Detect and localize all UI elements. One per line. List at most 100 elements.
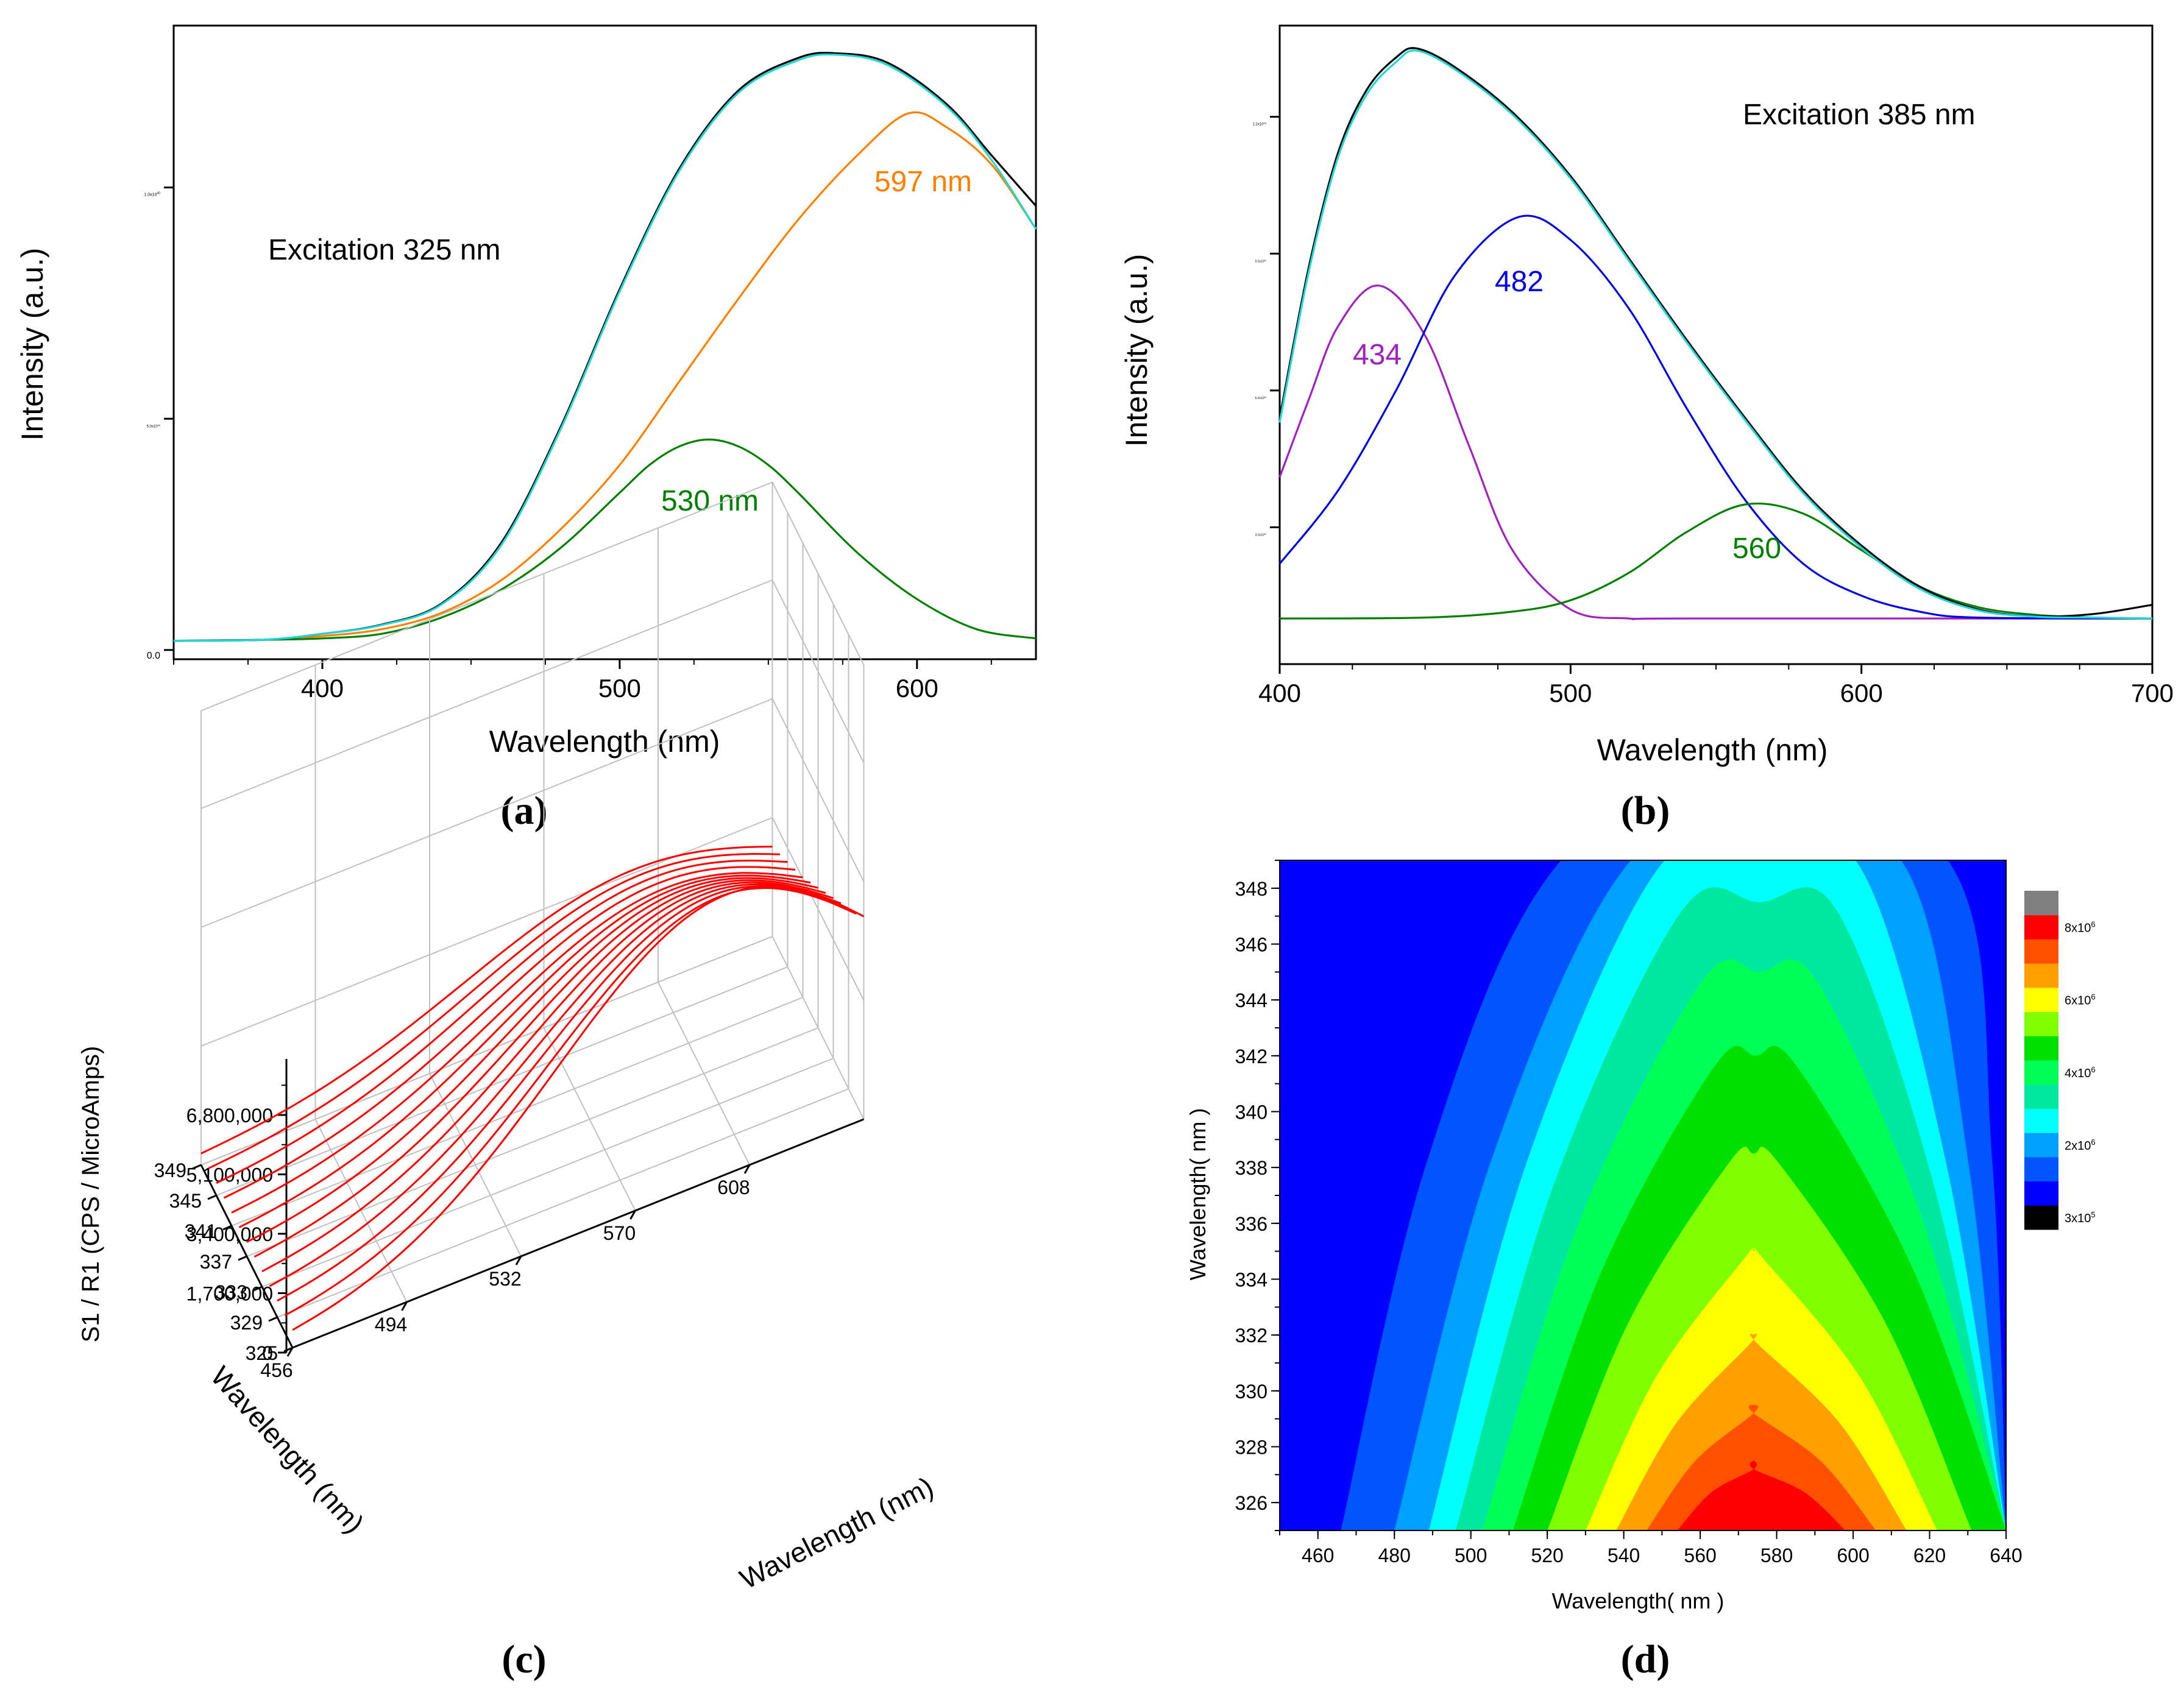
colorbar-swatch: [2024, 1156, 2058, 1182]
z-tick-label: 0: [262, 1342, 273, 1364]
chart-b-xlabel: Wavelength (nm): [1597, 733, 1828, 767]
depth-tick-label: 329: [230, 1312, 263, 1334]
y-tick-label: 0.040: [147, 651, 160, 661]
series-black-line: [173, 52, 1037, 642]
depth-tick: [283, 1346, 293, 1353]
x-tick-label: 620: [1913, 1545, 1946, 1566]
x-tick-label: 460: [1302, 1545, 1334, 1566]
waterfall-curve: [277, 885, 849, 1302]
panel-d-label: (d): [1621, 1637, 1670, 1682]
waterfall-curve: [231, 872, 803, 1214]
panel-c-label: (c): [502, 1637, 546, 1682]
x-tick-label: 400: [1258, 679, 1301, 707]
depth-tick: [268, 1316, 278, 1322]
x-tick-label: 600: [1837, 1545, 1869, 1566]
depth-tick-label: 337: [200, 1251, 232, 1273]
y-tick-label: 1.0x1040: [144, 192, 160, 197]
series-purple-line: [1278, 285, 2152, 620]
colorbar-swatch: [2024, 1108, 2058, 1133]
chart-c-xlabel: Wavelength (nm): [735, 1470, 938, 1595]
colorbar-label: 3x105: [2065, 1210, 2096, 1225]
y-tick-label: 344: [1235, 989, 1268, 1011]
x-tick-label: 520: [1531, 1545, 1563, 1566]
floor-grid-line: [261, 1058, 834, 1287]
x-tick-label: 580: [1760, 1545, 1793, 1566]
wavelength-tick: [401, 1301, 408, 1311]
waterfall-curve: [261, 881, 834, 1273]
x-tick-label: 640: [1990, 1545, 2022, 1566]
colorbar-label: 2x106: [2065, 1138, 2096, 1153]
y-tick-label: 334: [1235, 1269, 1268, 1291]
wavelength-tick: [629, 1210, 636, 1220]
series-label: 560: [1732, 533, 1781, 565]
x-tick-label: 500: [1455, 1545, 1487, 1566]
y-tick-label: 342: [1235, 1046, 1268, 1067]
depth-tick: [222, 1225, 232, 1231]
chart-b-frame: [1278, 24, 2154, 665]
series-label: 434: [1353, 339, 1402, 371]
wall-grid-line: [200, 698, 865, 928]
x-tick-label: 540: [1608, 1545, 1640, 1566]
y-tick-label: 6.0x1040: [1255, 396, 1267, 400]
y-tick-label: 1.2x1040: [1253, 122, 1267, 127]
z-tick-label: 1,700,000: [186, 1283, 273, 1305]
chart-c-depth-label: Wavelength (nm): [205, 1360, 370, 1539]
panel-b: 400 500 600 700 3.0x1040 6.0x1040 9.0x1040 1.2x…: [1119, 24, 2174, 833]
wavelength-tick-label: 456: [260, 1359, 292, 1381]
y-tick-label: 330: [1235, 1381, 1268, 1403]
depth-tick: [238, 1255, 247, 1261]
y-tick-label: 346: [1235, 934, 1268, 956]
z-tick-label: 5,100,000: [186, 1164, 273, 1186]
colorbar-swatch: [2024, 1181, 2058, 1206]
wavelength-tick-label: 608: [717, 1177, 750, 1198]
chart-b-plot-area: 400 500 600 700 3.0x1040 6.0x1040 9.0x1040 1.2x…: [1253, 24, 2174, 707]
waterfall-curve: [292, 885, 865, 1331]
wavelength-tick: [515, 1256, 522, 1265]
depth-tick-label: 349: [154, 1159, 186, 1181]
wavelength-tick-label: 570: [603, 1222, 636, 1244]
y-tick-label: 9.0x1040: [1255, 259, 1267, 263]
depth-tick: [207, 1194, 217, 1200]
depth-tick-label: 333: [215, 1281, 247, 1303]
chart-a-annotation: Excitation 325 nm: [268, 234, 501, 266]
panel-a: 400 500 600 0.040 5.0x1040 1.0x1040 597 nm 530 …: [15, 24, 1037, 833]
series-cyan-line: [1278, 49, 2153, 620]
y-tick-label: 338: [1235, 1157, 1268, 1179]
x-tick-label: 480: [1378, 1545, 1411, 1566]
wavelength-axis: [292, 1118, 865, 1349]
wavelength-tick: [743, 1164, 751, 1174]
y-tick-label: 332: [1235, 1325, 1268, 1346]
chart-d-xlabel: Wavelength( nm ): [1552, 1588, 1725, 1613]
panel-c: 01,700,0003,400,0005,100,0006,800,000349…: [77, 481, 938, 1682]
waterfall-curve: [216, 860, 788, 1184]
contour-band: [1677, 1460, 1846, 1530]
chart-a-plot-area: 400 500 600 0.040 5.0x1040 1.0x1040 597 nm 530 …: [144, 24, 1037, 702]
series-green-line: [1279, 502, 2153, 620]
depth-tick-label: 325: [246, 1342, 278, 1364]
depth-tick: [192, 1164, 202, 1170]
colorbar-swatch: [2024, 963, 2058, 988]
chart-a-ylabel: Intensity (a.u.): [15, 248, 49, 441]
series-cyan-line: [173, 53, 1037, 642]
chart-d-ylabel: Wavelength( nm ): [1185, 1108, 1210, 1281]
wall-grid-line: [200, 481, 865, 712]
chart-d-plot-area: 460 480 500 520 540 560 580 600 620 640 326 328 330 3…: [1235, 860, 2096, 1566]
colorbar-label: 8x106: [2065, 920, 2096, 935]
series-orange-line: [173, 111, 1037, 642]
contour-band: [1647, 1404, 1876, 1530]
depth-tick: [253, 1286, 263, 1292]
panel-b-label: (b): [1621, 788, 1670, 833]
series-label: 530 nm: [661, 485, 759, 517]
colorbar-swatch: [2024, 1084, 2058, 1109]
colorbar-swatch: [2024, 891, 2058, 916]
x-tick-label: 500: [598, 674, 641, 702]
colorbar-swatch: [2024, 1011, 2058, 1036]
x-tick-label: 600: [896, 674, 938, 702]
y-tick-label: 336: [1235, 1213, 1268, 1235]
panel-a-label: (a): [501, 788, 548, 833]
chart-a-xlabel: Wavelength (nm): [489, 724, 720, 759]
floor-grid-line: [216, 966, 788, 1196]
wall-grid-line: [200, 935, 865, 1166]
colorbar-swatch: [2024, 1060, 2058, 1085]
floor-grid-line: [246, 1027, 818, 1257]
